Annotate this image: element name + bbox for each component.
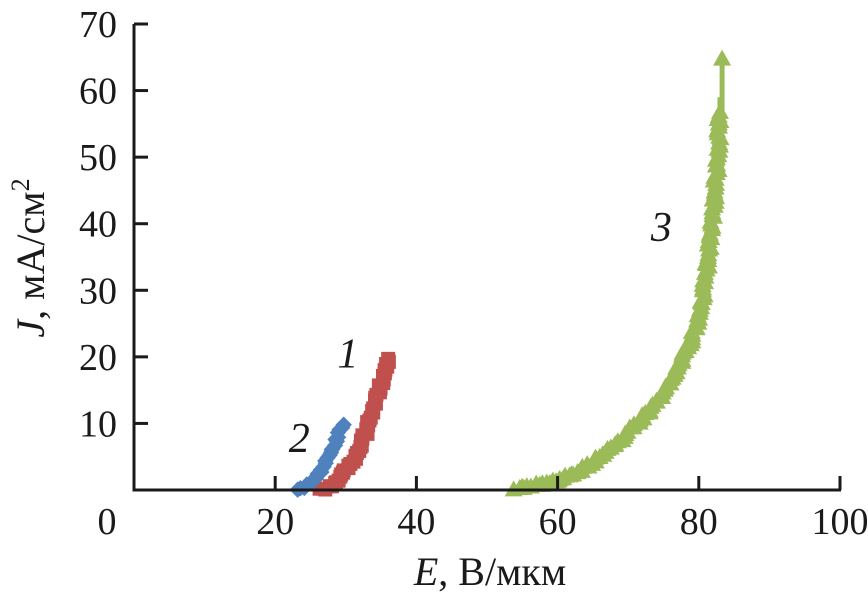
- x-axis-title: E, В/мкм: [413, 549, 566, 594]
- y-tick-label: 60: [79, 71, 117, 113]
- y-tick-label: 20: [79, 337, 117, 379]
- x-tick-label: 20: [256, 501, 294, 543]
- series-2-marker: [335, 416, 352, 433]
- y-tick-label: 10: [79, 403, 117, 445]
- x-tick-label: 80: [680, 501, 718, 543]
- y-tick-label: 70: [79, 4, 117, 46]
- x-tick-label: 0: [98, 501, 117, 543]
- y-tick-label: 40: [79, 204, 117, 246]
- x-tick-label: 60: [539, 501, 577, 543]
- series-3-label: 3: [650, 205, 672, 251]
- y-axis-title: J, мА/см2: [6, 178, 53, 337]
- y-tick-label: 50: [79, 137, 117, 179]
- y-tick-label: 30: [79, 270, 117, 312]
- axes-frame: [132, 24, 841, 492]
- x-tick-label: 100: [812, 501, 868, 543]
- series-1-label: 1: [337, 332, 358, 378]
- series-3-marker: [710, 102, 729, 119]
- series-2-label: 2: [289, 416, 310, 462]
- x-tick-label: 40: [397, 501, 435, 543]
- series-1-marker: [381, 351, 396, 366]
- series-3-outlier-marker: [713, 49, 732, 66]
